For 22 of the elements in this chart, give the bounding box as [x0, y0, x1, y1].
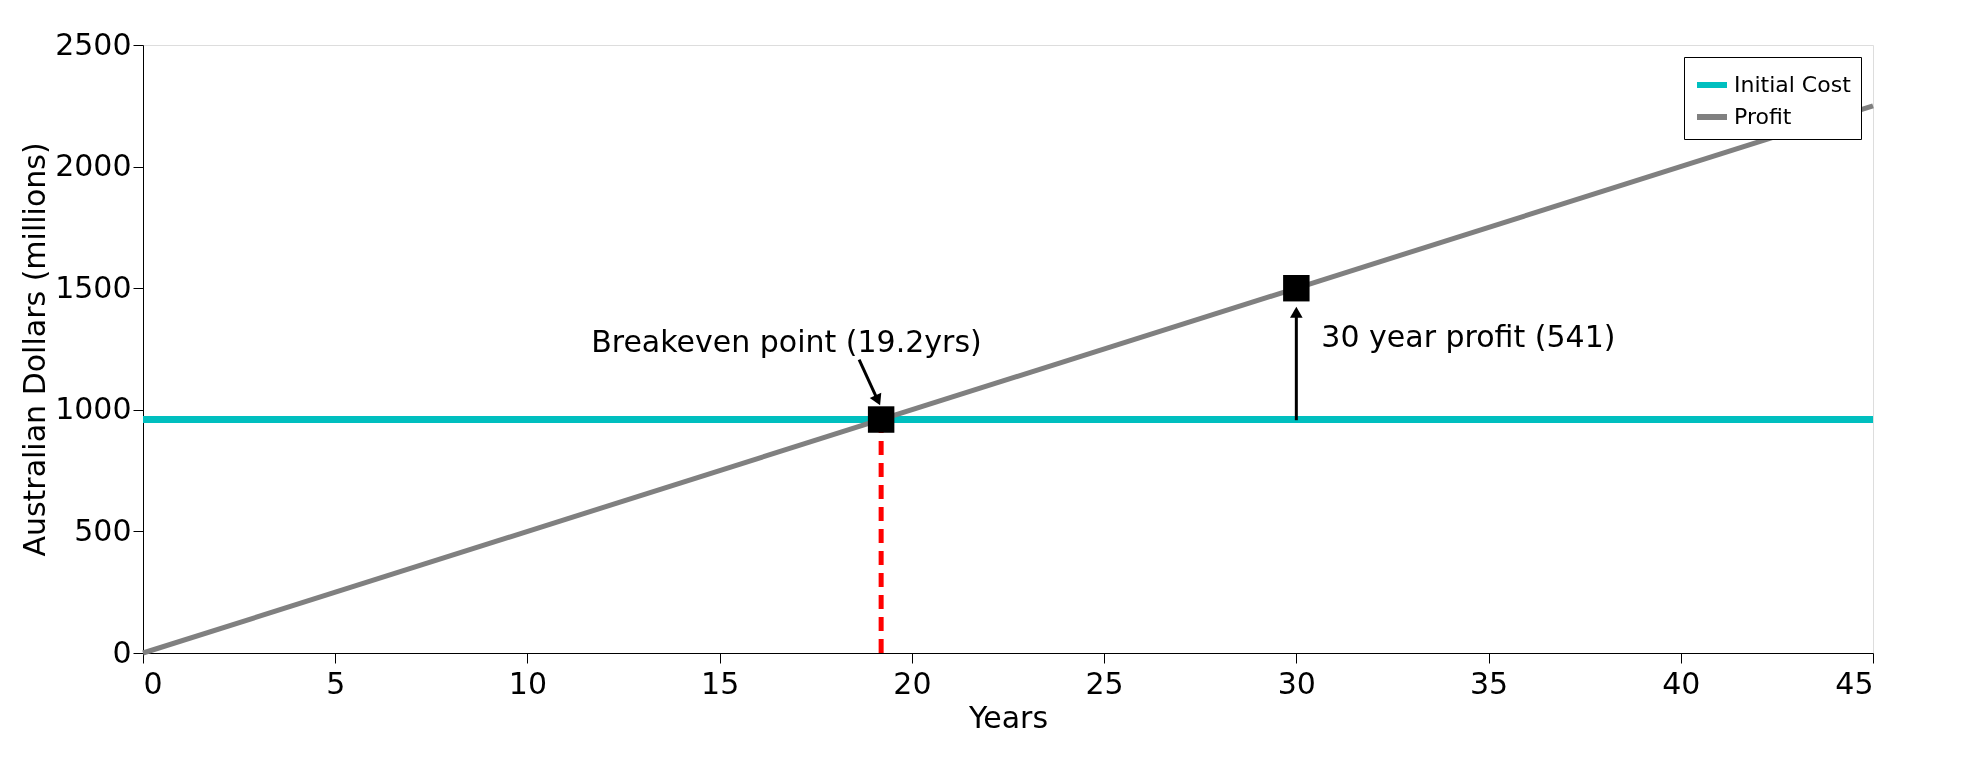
x-tick-label: 5: [326, 665, 346, 701]
x-tick-label: 10: [508, 665, 548, 701]
x-tick-label: 45: [1835, 665, 1874, 701]
x-tick-label: 40: [1662, 665, 1701, 701]
x-tick-label: 0: [143, 665, 163, 701]
legend-label: Profit: [1734, 104, 1792, 129]
y-tick-label: 0: [112, 634, 132, 670]
annotation: 30 year profit (541): [1321, 319, 1616, 355]
legend-label: Initial Cost: [1734, 72, 1852, 97]
y-axis-title: Australian Dollars (millions): [17, 142, 53, 557]
x-axis-title: Years: [967, 699, 1049, 735]
y-tick-label: 2000: [55, 148, 132, 184]
y-tick-label: 500: [74, 512, 132, 548]
x-tick-label: 35: [1469, 665, 1509, 701]
x-tick-label: 30: [1277, 665, 1316, 701]
y-tick-label: 1500: [55, 269, 132, 305]
x-tick-label: 25: [1085, 665, 1124, 701]
y-tick-label: 1000: [55, 391, 132, 427]
x-tick-label: 15: [701, 665, 740, 701]
annotation: Breakeven point (19.2yrs): [591, 323, 982, 359]
y-tick-label: 2500: [55, 26, 132, 62]
x-tick-label: 20: [893, 665, 932, 701]
